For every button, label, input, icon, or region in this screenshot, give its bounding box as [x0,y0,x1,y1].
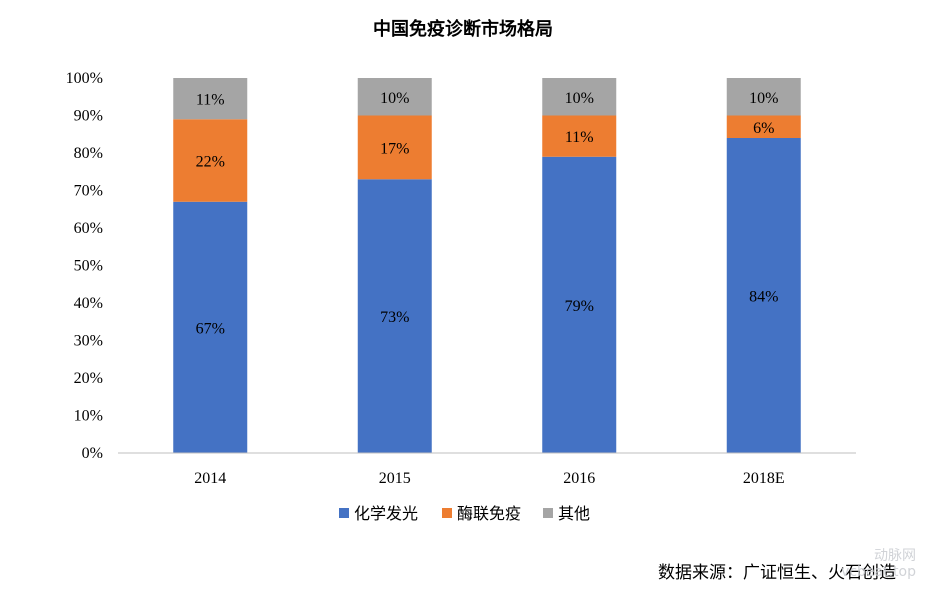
data-label: 11% [196,92,225,109]
data-label: 10% [380,90,409,107]
x-axis: 2014 2015 2016 2018E [194,470,784,487]
bar-segment [357,179,432,453]
data-label: 84% [749,289,778,306]
x-tick-label: 2015 [379,470,411,487]
legend: 化学发光 酶联免疫 其他 [339,504,590,523]
bar-segment [357,115,432,180]
legend-label: 酶联免疫 [457,504,521,523]
data-label: 10% [749,90,778,107]
y-axis: 0% 10% 20% 30% 40% 50% 60% 70% 80% 90% 100% [66,70,103,462]
legend-swatch [543,508,553,518]
x-tick-label: 2014 [194,470,226,487]
bar-segment [357,78,432,116]
y-tick-label: 80% [74,145,103,162]
data-label: 10% [565,90,594,107]
legend-swatch [339,508,349,518]
y-tick-label: 10% [74,408,103,425]
bar-segment [726,115,801,138]
y-tick-label: 20% [74,370,103,387]
y-tick-label: 60% [74,220,103,237]
data-label: 22% [196,154,225,171]
bar-segment [173,78,248,120]
bar-segment [173,201,248,453]
y-tick-label: 0% [82,445,103,462]
x-tick-label: 2018E [743,470,785,487]
legend-swatch [442,508,452,518]
bar-segment [726,138,801,453]
y-tick-label: 40% [74,295,103,312]
watermark-url: vcbeat.top [841,564,916,580]
y-tick-label: 50% [74,258,103,275]
bar-segment [542,115,617,157]
data-label: 79% [565,298,594,315]
data-label: 6% [753,120,774,137]
data-label: 17% [380,140,409,157]
bars: 67% 22% 11% 73% 17% 10% 79% 11% 10% 84% 6% 10% [173,78,801,453]
data-label: 67% [196,320,225,337]
y-tick-label: 30% [74,333,103,350]
bar-segment [542,156,617,453]
y-tick-label: 70% [74,183,103,200]
data-label: 11% [565,129,594,146]
watermark: 动脉网 vcbeat.top [841,548,916,580]
y-tick-label: 90% [74,108,103,125]
source-note: 数据来源：广证恒生、火石创造 [658,563,896,583]
legend-label: 其他 [558,504,590,523]
chart-title: 中国免疫诊断市场格局 [373,18,553,40]
bar-segment [726,78,801,116]
data-label: 73% [380,309,409,326]
y-tick-label: 100% [66,70,103,87]
x-tick-label: 2016 [563,470,595,487]
watermark-brand: 动脉网 [874,548,916,564]
legend-label: 化学发光 [354,504,418,523]
bar-segment [542,78,617,116]
bar-segment [173,119,248,202]
